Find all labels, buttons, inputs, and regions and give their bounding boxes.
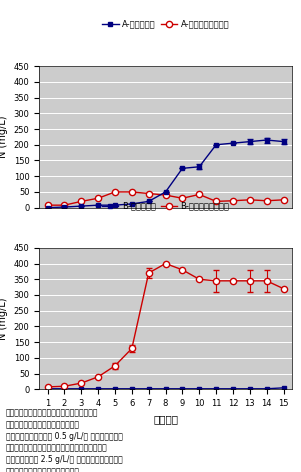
Legend: B-硬酸態窒素, B-アンモニア態窒素: B-硬酸態窒素, B-アンモニア態窒素 xyxy=(98,198,233,214)
Y-axis label: N (mg/L): N (mg/L) xyxy=(0,297,8,340)
X-axis label: 培養日数: 培養日数 xyxy=(153,413,178,424)
Legend: A-硬酸態窒素, A-アンモニア態窒素: A-硬酸態窒素, A-アンモニア態窒素 xyxy=(99,17,232,32)
Y-axis label: N (mg/L): N (mg/L) xyxy=(0,116,8,158)
Text: 図１　培養液に対する有機質肥料（魚煮汁）
の添加量が無機化過程に及ぼす影響
上図：魚煮汁の添加を 0.5 g/L/日 とした場合。魚
煮汁のアンモニア化成、硬酸: 図１ 培養液に対する有機質肥料（魚煮汁） の添加量が無機化過程に及ぼす影響 上図… xyxy=(6,408,123,472)
